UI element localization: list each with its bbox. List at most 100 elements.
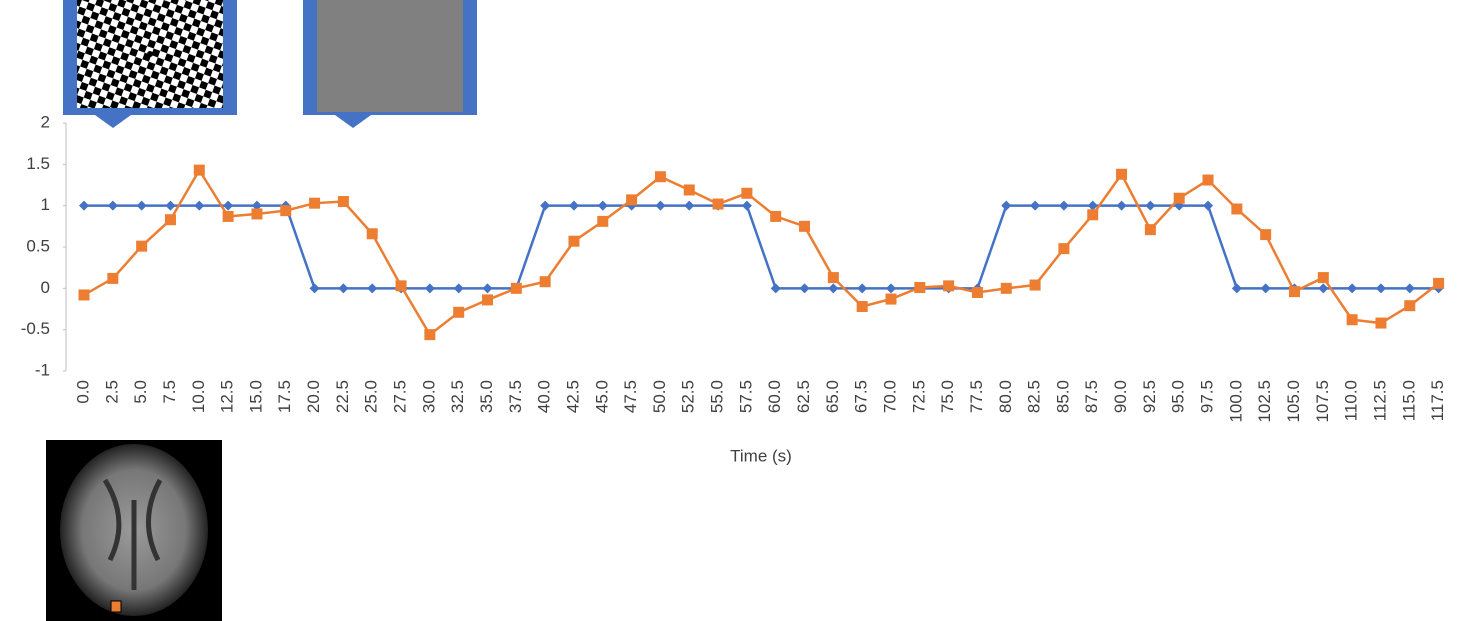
x-tick-label: 80.0 bbox=[996, 380, 1015, 413]
x-tick-label: 47.5 bbox=[621, 380, 640, 413]
marker bbox=[453, 283, 464, 294]
x-tick-label: 95.0 bbox=[1169, 380, 1188, 413]
marker bbox=[482, 294, 494, 306]
x-tick-label: 72.5 bbox=[909, 380, 928, 413]
marker bbox=[597, 215, 609, 227]
marker bbox=[885, 283, 896, 294]
marker bbox=[1375, 283, 1386, 294]
x-tick-label: 102.5 bbox=[1255, 380, 1274, 423]
marker bbox=[1087, 209, 1099, 221]
x-tick-label: 87.5 bbox=[1082, 380, 1101, 413]
x-tick-label: 40.0 bbox=[535, 380, 554, 413]
y-tick-label: 1.5 bbox=[26, 154, 50, 173]
marker bbox=[1375, 317, 1387, 329]
marker bbox=[1231, 283, 1242, 294]
marker bbox=[107, 200, 118, 211]
x-tick-label: 37.5 bbox=[506, 380, 525, 413]
x-tick-label: 60.0 bbox=[765, 380, 784, 413]
marker bbox=[107, 272, 119, 284]
marker bbox=[194, 200, 205, 211]
x-tick-label: 7.5 bbox=[160, 380, 179, 404]
marker bbox=[741, 200, 752, 211]
marker bbox=[367, 283, 378, 294]
x-tick-label: 112.5 bbox=[1370, 380, 1389, 421]
x-tick-label: 42.5 bbox=[563, 380, 582, 413]
marker bbox=[223, 200, 234, 211]
marker bbox=[1203, 200, 1214, 211]
marker bbox=[857, 283, 868, 294]
marker bbox=[799, 220, 811, 232]
marker bbox=[193, 164, 205, 176]
marker bbox=[971, 286, 983, 298]
x-tick-label: 17.5 bbox=[275, 380, 294, 413]
x-tick-label: 5.0 bbox=[131, 380, 150, 404]
marker bbox=[828, 283, 839, 294]
marker bbox=[741, 187, 753, 199]
marker bbox=[1346, 314, 1358, 326]
x-tick-label: 82.5 bbox=[1025, 380, 1044, 413]
marker bbox=[309, 197, 321, 209]
marker bbox=[1058, 243, 1070, 255]
marker bbox=[712, 198, 724, 210]
marker bbox=[251, 200, 262, 211]
marker bbox=[1288, 286, 1300, 298]
marker bbox=[1173, 192, 1185, 204]
marker bbox=[1030, 200, 1041, 211]
marker bbox=[1000, 282, 1012, 294]
marker bbox=[78, 289, 90, 301]
marker bbox=[395, 280, 407, 292]
x-tick-label: 25.0 bbox=[362, 380, 381, 413]
marker bbox=[539, 276, 551, 288]
x-axis-title: Time (s) bbox=[730, 446, 792, 465]
x-tick-label: 107.5 bbox=[1313, 380, 1332, 423]
rest-callout bbox=[303, 0, 477, 128]
x-tick-label: 100.0 bbox=[1226, 380, 1245, 423]
series-line bbox=[84, 204, 1439, 290]
x-tick-label: 0.0 bbox=[73, 380, 92, 404]
y-tick-label: 0 bbox=[41, 278, 50, 297]
x-tick-label: 10.0 bbox=[189, 380, 208, 413]
marker bbox=[1347, 283, 1358, 294]
x-tick-label: 65.0 bbox=[823, 380, 842, 413]
x-tick-label: 45.0 bbox=[592, 380, 611, 413]
marker bbox=[1116, 200, 1127, 211]
marker bbox=[683, 184, 695, 196]
marker bbox=[1317, 272, 1329, 284]
marker bbox=[540, 200, 551, 211]
marker bbox=[309, 283, 320, 294]
stimulus-callout bbox=[63, 0, 237, 128]
y-tick-label: 1 bbox=[41, 195, 50, 214]
x-tick-label: 85.0 bbox=[1053, 380, 1072, 413]
marker bbox=[366, 228, 378, 240]
x-tick-label: 62.5 bbox=[794, 380, 813, 413]
x-tick-label: 90.0 bbox=[1111, 380, 1130, 413]
x-tick-label: 117.5 bbox=[1428, 380, 1447, 421]
marker bbox=[79, 200, 90, 211]
x-tick-label: 55.0 bbox=[708, 380, 727, 413]
marker bbox=[885, 293, 897, 305]
marker bbox=[770, 283, 781, 294]
marker bbox=[568, 200, 579, 211]
marker bbox=[626, 194, 638, 206]
marker bbox=[338, 283, 349, 294]
x-tick-label: 50.0 bbox=[650, 380, 669, 413]
marker bbox=[1404, 283, 1415, 294]
x-tick-label: 110.0 bbox=[1342, 380, 1361, 421]
y-tick-label: -0.5 bbox=[21, 319, 50, 338]
marker bbox=[1260, 283, 1271, 294]
marker bbox=[280, 205, 292, 217]
marker bbox=[510, 282, 522, 294]
marker bbox=[1029, 279, 1041, 291]
marker bbox=[1404, 300, 1416, 312]
marker bbox=[424, 283, 435, 294]
x-tick-label: 20.0 bbox=[304, 380, 323, 413]
x-tick-label: 115.0 bbox=[1399, 380, 1418, 421]
marker bbox=[251, 208, 263, 220]
x-tick-label: 30.0 bbox=[419, 380, 438, 413]
x-tick-label: 67.5 bbox=[852, 380, 871, 413]
marker bbox=[914, 282, 926, 294]
x-tick-label: 2.5 bbox=[102, 380, 121, 404]
x-tick-label: 22.5 bbox=[333, 380, 352, 413]
marker bbox=[770, 210, 782, 222]
marker bbox=[424, 329, 436, 341]
